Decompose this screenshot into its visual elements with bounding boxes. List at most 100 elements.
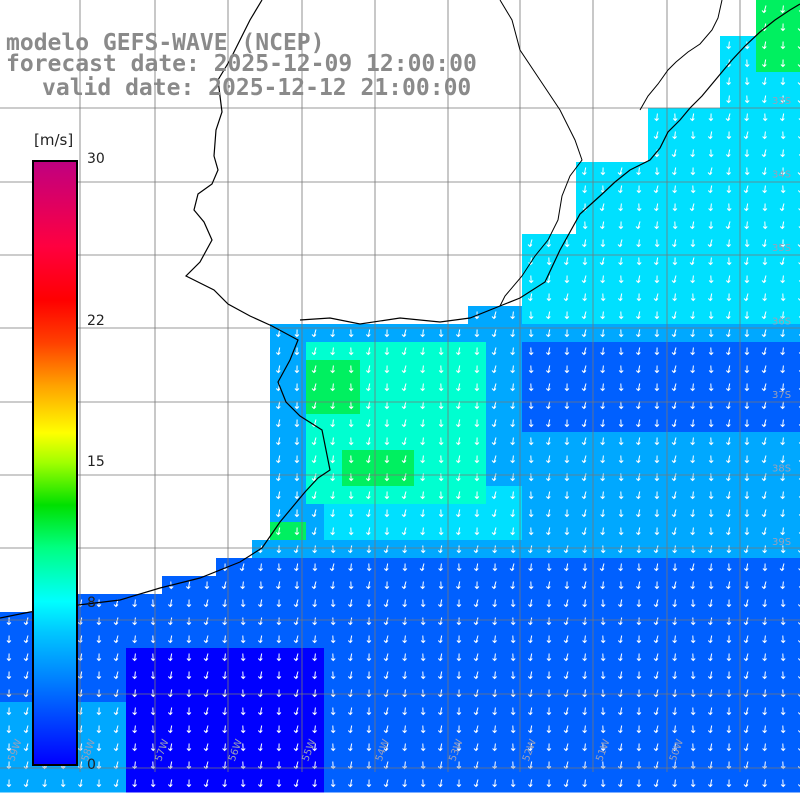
wind-arrow [330, 545, 336, 554]
wind-arrow [564, 509, 570, 518]
wind-arrow [726, 761, 732, 770]
wind-arrow [113, 653, 119, 662]
wind-arrow [474, 437, 480, 446]
wind-arrow [492, 761, 497, 770]
wind-arrow [581, 383, 587, 392]
wind-arrow [96, 635, 102, 644]
wind-arrow [510, 581, 515, 590]
wind-cell [792, 450, 800, 469]
wind-arrow [330, 599, 336, 608]
wind-arrow [510, 437, 515, 446]
wind-arrow [744, 275, 750, 284]
wind-arrow [347, 725, 353, 734]
wind-arrow [636, 635, 642, 644]
wind-arrow [491, 419, 497, 428]
wind-arrow [6, 707, 12, 716]
wind-arrow [708, 491, 714, 500]
wind-arrow [690, 383, 695, 392]
wind-arrow [618, 509, 624, 518]
wind-arrow [653, 671, 659, 680]
wind-arrow [167, 707, 173, 716]
wind-arrow [330, 491, 335, 500]
wind-arrow [132, 779, 137, 788]
wind-arrow [600, 581, 605, 590]
wind-arrow [780, 59, 786, 68]
wind-arrow [690, 635, 696, 644]
wind-arrow [473, 725, 479, 734]
wind-arrow [780, 275, 785, 284]
wind-arrow [420, 725, 426, 734]
wind-arrow [690, 149, 695, 158]
wind-arrow [726, 743, 732, 752]
wind-arrow [671, 347, 677, 356]
wind-arrow [222, 671, 227, 680]
wind-arrow [347, 689, 353, 698]
wind-arrow [690, 455, 695, 464]
wind-arrow [312, 617, 317, 626]
wind-arrow [726, 131, 732, 140]
wind-arrow [581, 581, 587, 590]
wind-arrow [455, 383, 461, 392]
wind-arrow [167, 635, 173, 644]
wind-arrow [474, 401, 480, 410]
wind-arrow [618, 527, 624, 536]
wind-arrow [707, 725, 713, 734]
wind-arrow [275, 527, 281, 536]
wind-arrow [779, 563, 785, 572]
wind-arrow [401, 527, 407, 536]
wind-arrow [167, 653, 173, 662]
wind-arrow [312, 761, 317, 770]
wind-arrow [707, 743, 713, 752]
wind-arrow [294, 491, 300, 500]
wind-arrow [672, 761, 677, 770]
wind-arrow [132, 761, 137, 770]
wind-arrow [564, 311, 570, 320]
wind-arrow [132, 635, 137, 644]
wind-arrow [762, 671, 767, 680]
wind-arrow [744, 311, 750, 320]
wind-arrow [563, 707, 569, 716]
wind-arrow [222, 779, 227, 788]
wind-arrow [546, 635, 552, 644]
wind-arrow [365, 365, 371, 374]
wind-arrow [132, 671, 137, 680]
wind-arrow [455, 581, 461, 590]
wind-arrow [240, 599, 246, 608]
wind-arrow [491, 329, 497, 338]
wind-arrow [474, 581, 480, 590]
wind-arrow [635, 581, 641, 590]
wind-arrow [563, 635, 569, 644]
wind-arrow [456, 563, 462, 572]
wind-arrow [438, 419, 444, 428]
wind-arrow [365, 527, 371, 536]
wind-arrow [311, 329, 317, 338]
wind-arrow [203, 779, 209, 788]
wind-arrow [401, 437, 407, 446]
wind-arrow [617, 689, 623, 698]
wind-arrow [581, 491, 587, 500]
wind-arrow [780, 185, 786, 194]
wind-arrow [383, 689, 389, 698]
wind-arrow [707, 617, 713, 626]
wind-arrow [455, 491, 461, 500]
wind-arrow [636, 743, 642, 752]
wind-arrow [564, 239, 570, 248]
wind-arrow [725, 527, 731, 536]
wind-arrow [186, 761, 192, 770]
wind-arrow [510, 761, 516, 770]
wind-arrow [636, 653, 642, 662]
wind-arrow [221, 581, 227, 590]
wind-arrow [438, 455, 444, 464]
wind-arrow [707, 707, 713, 716]
wind-arrow [690, 581, 695, 590]
wind-arrow [365, 509, 371, 518]
wind-arrow [491, 527, 497, 536]
wind-arrow [420, 671, 426, 680]
wind-arrow [563, 653, 569, 662]
wind-cell [792, 396, 800, 415]
wind-arrow [528, 275, 534, 284]
wind-arrow [401, 329, 407, 338]
wind-arrow [600, 635, 606, 644]
wind-arrow [617, 725, 623, 734]
